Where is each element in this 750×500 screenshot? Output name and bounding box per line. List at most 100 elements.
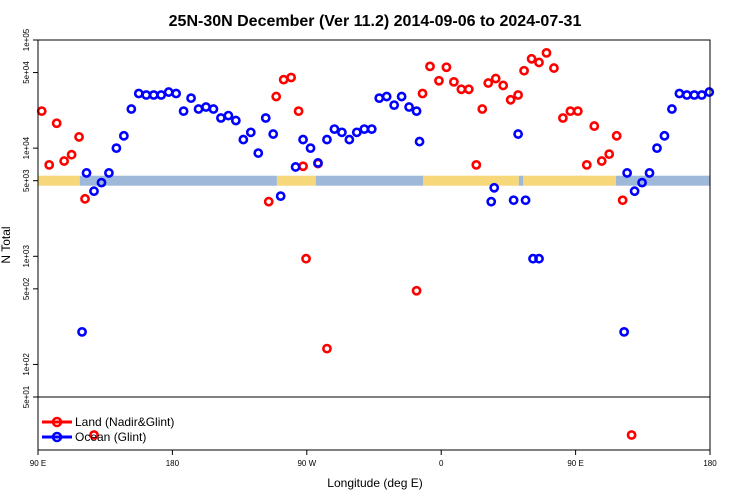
legend-item-land: Land (Nadir&Glint) [42,415,174,429]
data-point-land [572,106,583,117]
data-point-ocean [414,136,425,147]
data-point-ocean [193,104,204,114]
data-point-ocean [216,113,226,123]
data-points [36,47,715,440]
data-point-ocean [622,168,633,178]
data-point-land [534,57,544,68]
data-point-ocean [96,177,107,188]
legend-land-marker [51,416,63,428]
data-point-ocean [513,129,524,139]
data-point-land [611,130,622,141]
data-point-land [74,132,84,142]
data-point-ocean [141,90,152,100]
data-point-land [581,160,592,170]
data-point-ocean [396,91,407,102]
y-tick-label: 1e+05 [22,28,31,51]
data-point-ocean [411,106,422,117]
data-point-ocean [674,88,685,99]
data-point-land [80,193,90,204]
data-point-land [589,121,600,131]
data-point-land [456,84,467,95]
y-tick-label: 5e+03 [22,169,31,192]
data-point-ocean [374,93,385,104]
data-point-ocean [696,90,707,100]
land-mask-segment-land [523,175,616,186]
x-tick-label: 0 [439,459,444,468]
data-point-land [417,88,428,99]
y-tick-label: 5e+04 [22,61,31,84]
data-point-ocean [489,182,500,193]
data-point-ocean [336,127,347,138]
data-point-land [541,47,552,58]
data-point-ocean [163,87,174,97]
data-point-land [549,63,559,73]
plot-frame [37,39,711,451]
data-point-ocean [344,134,355,145]
land-mask-segment-land [276,175,316,186]
data-point-land [322,343,332,354]
data-point-land [505,94,516,105]
y-tick-label: 1e+04 [22,136,31,159]
data-point-land [411,285,422,296]
y-axis-ticks: 5e+01 1e+02 5e+02 1e+03 5e+03 1e+04 5e+04 1e+05 [22,28,38,408]
data-point-land [490,73,501,84]
data-point-land [526,53,537,64]
data-point-ocean [644,168,655,178]
data-point-ocean [381,91,392,102]
data-point-ocean [329,124,340,135]
data-point-ocean [681,90,692,100]
data-point-land [434,75,444,86]
data-point-land [263,196,274,207]
x-axis-ticks: 90 E 180 90 W 0 90 E 180 [30,450,717,468]
data-point-ocean [133,88,144,99]
legend: Land (Nadir&Glint) Ocean (Glint) [42,415,174,444]
data-point-ocean [223,110,234,121]
data-point-ocean [667,104,677,114]
data-point-ocean [404,102,414,112]
data-point-land [293,106,304,117]
legend-ocean-label: Ocean (Glint) [75,430,146,444]
data-point-ocean [298,134,308,145]
data-point-ocean [305,143,316,154]
data-point-land [513,90,524,100]
data-point-land [298,161,308,172]
land-mask-segment-ocean [79,175,277,186]
data-point-land [596,156,607,166]
land-mask-segment-ocean [615,175,710,186]
data-point-ocean [366,124,377,135]
data-point-ocean [689,90,700,100]
data-point-ocean [156,90,167,100]
data-point-land [44,160,55,170]
data-point-land [441,62,452,73]
data-point-ocean [520,195,531,206]
legend-item-ocean: Ocean (Glint) [42,430,146,444]
data-point-ocean [659,130,670,141]
data-point-land [286,72,297,83]
data-point-land [448,76,459,87]
data-point-land [66,149,77,160]
data-point-ocean [508,195,519,206]
data-point-ocean [290,162,301,172]
data-point-land [59,156,70,166]
chart-title: 25N-30N December (Ver 11.2) 2014-09-06 t… [169,13,582,30]
x-tick-label: 90 W [297,459,316,468]
data-point-land [278,74,289,85]
data-point-ocean [351,127,362,138]
data-point-ocean [201,102,211,112]
data-point-ocean [77,326,87,337]
data-point-ocean [186,93,196,104]
data-point-ocean [389,100,400,111]
data-point-ocean [118,130,129,141]
data-point-ocean [245,127,256,138]
data-point-ocean [126,104,137,114]
data-point-land [36,106,47,117]
data-point-ocean [260,113,271,123]
y-tick-label: 5e+02 [22,277,31,300]
data-point-ocean [313,158,323,168]
data-point-land [477,104,488,114]
x-tick-label: 180 [166,459,180,468]
data-point-ocean [619,326,630,337]
data-point-ocean [104,168,114,178]
land-mask-segment-ocean [315,175,424,186]
